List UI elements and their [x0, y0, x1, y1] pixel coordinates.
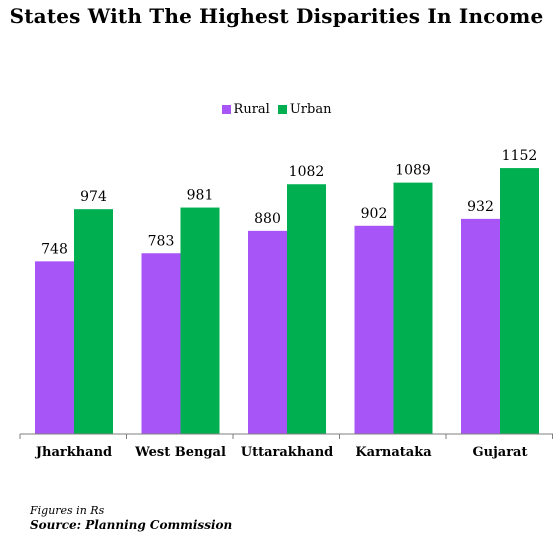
data-label-rural: 902	[361, 206, 388, 222]
bar-rural	[248, 230, 287, 434]
data-label-urban: 1152	[502, 148, 538, 164]
footnote-units: Figures in Rs	[30, 504, 105, 517]
data-label-urban: 974	[80, 189, 107, 205]
bar-urban	[74, 209, 113, 434]
legend-label-urban: Urban	[289, 102, 332, 117]
chart-title: States With The Highest Disparities In I…	[9, 4, 544, 28]
legend-item-rural: Rural	[221, 102, 270, 117]
data-label-rural: 748	[41, 241, 68, 257]
bar-rural	[354, 225, 394, 434]
bar-rural	[461, 218, 500, 434]
bar-urban	[393, 182, 433, 434]
data-label-rural: 783	[148, 233, 175, 249]
bar-urban	[500, 168, 539, 434]
legend-label-rural: Rural	[233, 102, 270, 117]
category-label: Karnataka	[355, 445, 432, 460]
data-label-urban: 1082	[289, 164, 325, 180]
category-label: Uttarakhand	[241, 445, 333, 460]
data-label-rural: 932	[467, 199, 494, 215]
chart-legend: Rural Urban	[0, 102, 553, 117]
data-label-urban: 1089	[395, 163, 431, 179]
legend-swatch-rural	[221, 105, 231, 114]
bar-urban	[287, 184, 326, 434]
data-label-rural: 880	[254, 211, 281, 227]
legend-swatch-urban	[277, 105, 287, 114]
footnote-source: Source: Planning Commission	[30, 518, 233, 532]
data-label-urban: 981	[187, 188, 214, 204]
category-label: Jharkhand	[35, 445, 112, 460]
bar-rural	[141, 253, 181, 434]
legend-item-urban: Urban	[277, 102, 332, 117]
category-label: West Bengal	[134, 445, 226, 460]
bar-rural	[35, 261, 74, 434]
category-label: Gujarat	[473, 445, 528, 460]
bar-urban	[180, 207, 220, 434]
